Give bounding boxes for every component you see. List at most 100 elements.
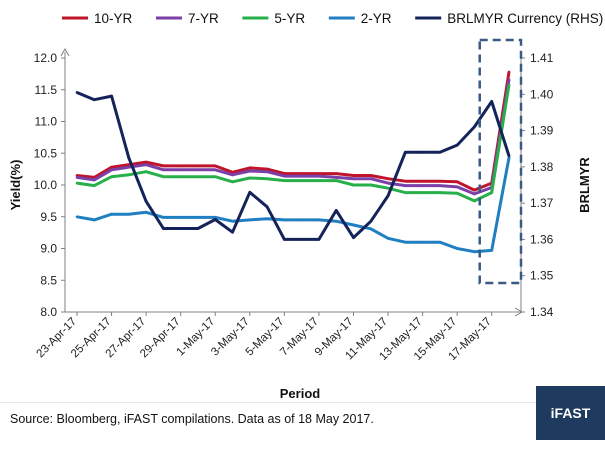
data-point-1	[334, 176, 338, 179]
data-point-0	[334, 172, 338, 175]
right-tick-label: 1.39	[530, 124, 554, 138]
data-point-3	[110, 212, 113, 216]
data-point-2	[92, 184, 96, 187]
data-point-3	[127, 212, 131, 216]
data-point-4	[231, 230, 234, 234]
data-point-4	[386, 194, 390, 198]
data-point-0	[179, 164, 182, 168]
data-point-4	[196, 227, 200, 230]
data-point-0	[421, 179, 424, 183]
left-tick-label: 10.0	[34, 178, 58, 192]
data-point-0	[283, 172, 286, 175]
data-point-2	[438, 191, 442, 194]
legend-label: 5-YR	[274, 11, 305, 26]
data-point-1	[473, 192, 476, 196]
data-point-0	[265, 167, 269, 171]
data-point-0	[404, 179, 407, 183]
data-point-4	[507, 154, 511, 158]
data-point-2	[110, 175, 113, 179]
data-point-3	[352, 223, 355, 227]
data-point-4	[248, 190, 252, 194]
data-point-2	[300, 179, 303, 182]
data-point-1	[110, 168, 113, 172]
data-point-0	[369, 174, 373, 177]
data-point-1	[455, 185, 459, 189]
data-point-3	[75, 215, 79, 219]
data-point-4	[369, 219, 373, 223]
data-point-4	[110, 94, 113, 98]
ifast-logo: iFAST	[536, 386, 605, 440]
data-point-3	[455, 247, 459, 250]
left-tick-label: 9.0	[40, 242, 57, 256]
data-point-1	[179, 168, 182, 172]
data-point-0	[386, 177, 390, 180]
data-point-2	[162, 175, 165, 179]
data-point-3	[404, 240, 407, 244]
data-point-3	[334, 219, 338, 223]
data-point-1	[369, 177, 373, 180]
data-point-0	[110, 165, 113, 169]
data-point-1	[127, 165, 131, 169]
data-point-4	[179, 227, 182, 230]
data-point-1	[352, 177, 355, 180]
series-line-0	[76, 71, 511, 192]
series-line-3	[76, 157, 511, 254]
data-point-0	[455, 180, 459, 184]
data-point-2	[507, 83, 511, 86]
data-point-2	[421, 191, 424, 194]
data-point-4	[213, 218, 217, 221]
data-point-3	[196, 216, 200, 219]
series-line-1	[76, 79, 511, 196]
data-point-2	[490, 191, 494, 194]
data-point-2	[283, 179, 286, 182]
data-point-4	[334, 209, 338, 212]
right-tick-label: 1.36	[530, 232, 554, 246]
data-point-3	[231, 219, 234, 223]
data-point-3	[162, 216, 165, 219]
data-point-4	[490, 100, 494, 103]
data-point-0	[352, 174, 355, 177]
y2-axis-title: BRLMYR	[577, 157, 592, 213]
left-axis-arrow	[60, 47, 70, 57]
data-point-0	[507, 70, 511, 74]
data-point-4	[404, 151, 407, 154]
data-point-3	[248, 218, 252, 222]
data-point-3	[179, 216, 182, 219]
data-point-3	[144, 211, 148, 214]
data-point-1	[283, 174, 286, 178]
data-point-3	[265, 217, 269, 220]
data-point-4	[438, 151, 442, 154]
data-point-1	[386, 181, 390, 185]
left-tick-label: 8.0	[40, 305, 57, 319]
data-point-0	[162, 164, 165, 168]
data-point-1	[507, 78, 511, 81]
data-point-3	[473, 250, 476, 253]
data-point-1	[144, 163, 148, 166]
data-point-1	[438, 184, 442, 187]
legend-label: BRLMYR Currency (RHS)	[447, 11, 603, 26]
right-tick-label: 1.41	[530, 51, 554, 65]
data-point-0	[127, 163, 131, 166]
data-point-0	[248, 166, 252, 170]
left-tick-label: 8.5	[40, 273, 57, 287]
data-point-2	[231, 180, 234, 184]
data-point-4	[265, 205, 269, 209]
data-point-2	[352, 183, 355, 187]
source-text: Source: Bloomberg, iFAST compilations. D…	[10, 412, 374, 426]
data-point-2	[334, 179, 338, 182]
right-tick-label: 1.34	[530, 305, 554, 319]
legend-label: 7-YR	[188, 11, 219, 26]
data-point-4	[421, 151, 424, 154]
data-point-4	[144, 200, 148, 203]
right-tick-label: 1.40	[530, 87, 554, 101]
data-point-2	[127, 173, 131, 177]
left-tick-label: 10.5	[34, 146, 58, 160]
data-point-4	[317, 238, 321, 241]
data-point-3	[386, 237, 390, 240]
data-point-3	[317, 218, 321, 222]
data-point-1	[92, 178, 96, 182]
data-point-3	[92, 218, 96, 222]
data-point-2	[265, 177, 269, 180]
data-point-1	[213, 168, 217, 172]
